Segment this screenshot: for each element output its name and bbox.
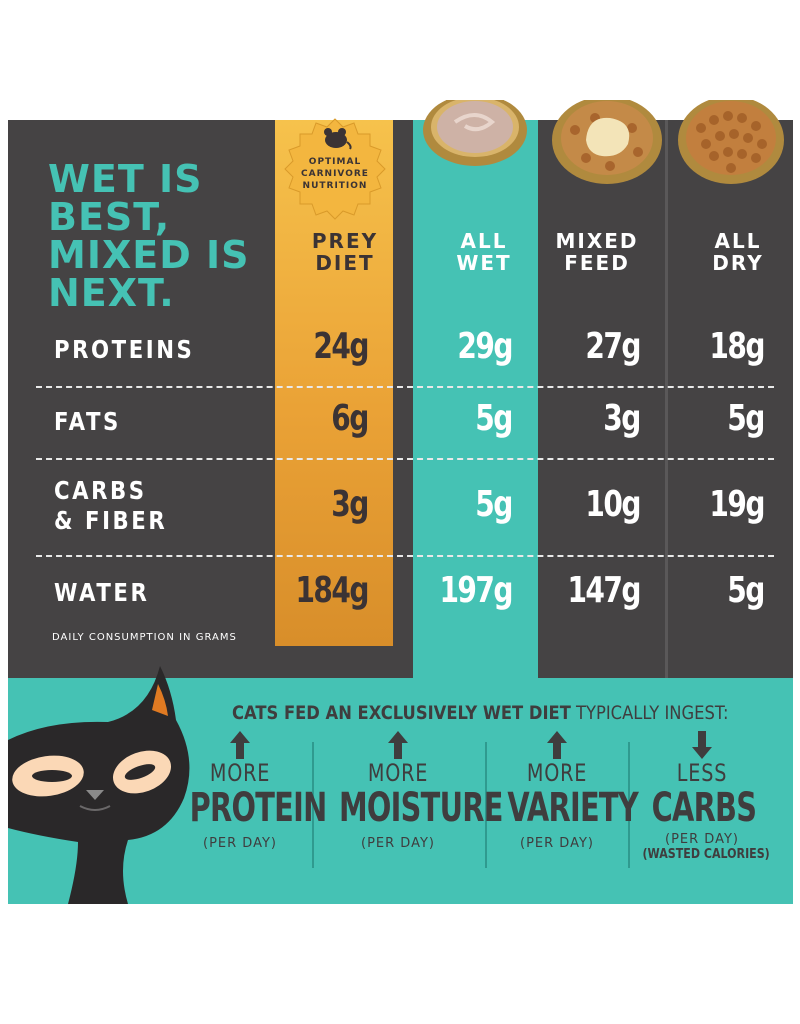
column-header-line: PREY	[311, 229, 379, 253]
benefit-per: (PER DAY)	[203, 836, 277, 851]
headline-line-4: NEXT.	[48, 271, 175, 315]
column-header-all-dry: ALL DRY	[678, 230, 798, 274]
badge-line-2: CARNIVORE	[301, 169, 369, 179]
column-header-line: DRY	[712, 251, 764, 275]
footnote: DAILY CONSUMPTION IN GRAMS	[52, 632, 237, 643]
benefit-small: LESS	[676, 759, 728, 787]
headline-line-2: BEST,	[48, 195, 171, 239]
benefit-divider	[312, 742, 314, 868]
value-cell: 19g	[709, 484, 765, 525]
row-divider	[36, 458, 774, 460]
column-header-line: WET	[456, 251, 512, 275]
benefit-small: MORE	[209, 759, 271, 787]
arrow-up-icon	[230, 731, 250, 759]
black-cat-illustration	[8, 666, 190, 904]
value-cell: 147g	[567, 570, 642, 611]
benefit-big: CARBS	[651, 785, 757, 831]
benefit-big: PROTEIN	[189, 785, 328, 831]
benefit-big: VARIETY	[507, 785, 638, 831]
value-cell: 3g	[331, 484, 369, 525]
row-label-carbs: CARBS & FIBER	[54, 476, 167, 536]
value-cell: 197g	[439, 570, 514, 611]
mixed-food-bowl	[552, 100, 662, 184]
row-label-proteins: PROTEINS	[54, 335, 195, 364]
benefit-per: (PER DAY)	[665, 832, 739, 847]
row-divider	[36, 386, 774, 388]
value-cell: 6g	[331, 398, 369, 439]
carnivore-badge	[284, 118, 386, 220]
all-wet-column-bg	[413, 120, 538, 678]
benefit-divider	[628, 742, 630, 868]
headline-line-1: WET IS	[48, 157, 203, 201]
row-label-water: WATER	[54, 578, 150, 607]
value-cell: 184g	[295, 570, 370, 611]
wet-food-bowl	[423, 100, 527, 166]
benefit-carbs: LESS CARBS (PER DAY) (WASTED CALORIES)	[632, 730, 772, 862]
badge-line-3: NUTRITION	[302, 181, 368, 191]
benefit-divider	[485, 742, 487, 868]
value-cell: 5g	[727, 570, 765, 611]
value-cell: 18g	[709, 326, 765, 367]
benefit-per: (PER DAY)	[361, 836, 435, 851]
value-cell: 3g	[603, 398, 641, 439]
column-header-line: ALL	[714, 229, 762, 253]
headline: WET IS BEST, MIXED IS NEXT.	[48, 160, 250, 312]
column-header-mixed-feed: MIXED FEED	[537, 230, 657, 274]
column-header-line: FEED	[564, 251, 630, 275]
benefit-small: MORE	[367, 759, 429, 787]
value-cell: 5g	[727, 398, 765, 439]
banner-headline-bold: CATS FED AN EXCLUSIVELY WET DIET	[232, 702, 571, 724]
benefit-moisture: MORE MOISTURE (PER DAY)	[316, 730, 503, 851]
benefit-note: (WASTED CALORIES)	[642, 847, 770, 862]
arrow-up-icon	[388, 731, 408, 759]
column-header-all-wet: ALL WET	[424, 230, 544, 274]
arrow-down-icon	[692, 731, 712, 759]
column-header-line: MIXED	[555, 229, 639, 253]
column-divider	[665, 120, 668, 678]
column-header-line: ALL	[460, 229, 508, 253]
value-cell: 5g	[475, 398, 513, 439]
benefit-per: (PER DAY)	[520, 836, 594, 851]
banner-headline-rest: TYPICALLY INGEST:	[570, 702, 729, 724]
benefit-big: MOISTURE	[338, 785, 503, 831]
column-header-line: DIET	[315, 251, 375, 275]
arrow-up-icon	[547, 731, 567, 759]
benefit-protein: MORE PROTEIN (PER DAY)	[170, 730, 328, 851]
row-label-fats: FATS	[54, 407, 121, 436]
benefit-small: MORE	[526, 759, 588, 787]
banner-headline: CATS FED AN EXCLUSIVELY WET DIET TYPICAL…	[232, 702, 729, 724]
badge-line-1: OPTIMAL	[308, 157, 362, 167]
value-cell: 5g	[475, 484, 513, 525]
row-divider	[36, 555, 774, 557]
value-cell: 24g	[313, 326, 369, 367]
badge-text: OPTIMAL CARNIVORE NUTRITION	[290, 156, 380, 192]
dry-food-bowl	[678, 100, 784, 184]
value-cell: 10g	[585, 484, 641, 525]
value-cell: 27g	[585, 326, 641, 367]
benefit-variety: MORE VARIETY (PER DAY)	[488, 730, 639, 851]
row-label-line: & FIBER	[54, 506, 168, 535]
row-label-line: CARBS	[54, 476, 147, 505]
mouse-icon	[324, 128, 352, 150]
column-header-prey-diet: PREY DIET	[285, 230, 405, 274]
value-cell: 29g	[457, 326, 513, 367]
headline-line-3: MIXED IS	[48, 233, 250, 277]
